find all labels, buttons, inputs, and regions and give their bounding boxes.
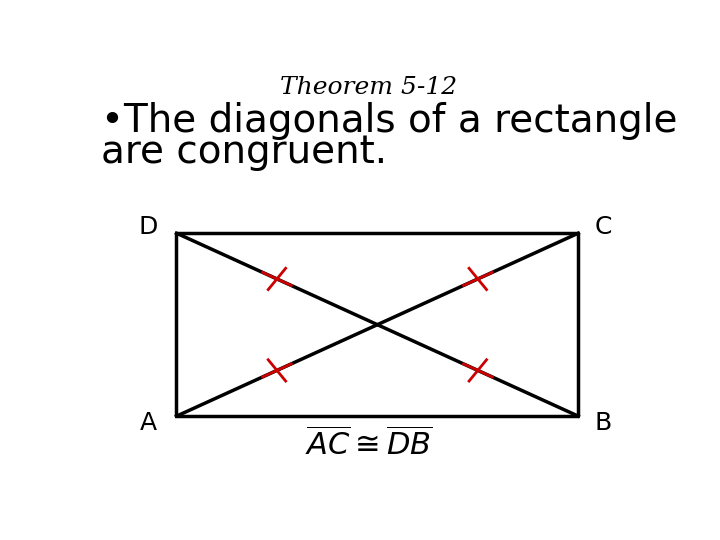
Text: A: A — [140, 411, 157, 435]
Text: •The diagonals of a rectangle: •The diagonals of a rectangle — [101, 102, 678, 140]
Text: are congruent.: are congruent. — [101, 133, 387, 171]
Text: C: C — [595, 215, 612, 239]
Text: B: B — [595, 411, 612, 435]
Text: $\overline{AC} \cong \overline{DB}$: $\overline{AC} \cong \overline{DB}$ — [305, 428, 433, 462]
Text: D: D — [139, 215, 158, 239]
Text: Theorem 5-12: Theorem 5-12 — [280, 76, 458, 99]
